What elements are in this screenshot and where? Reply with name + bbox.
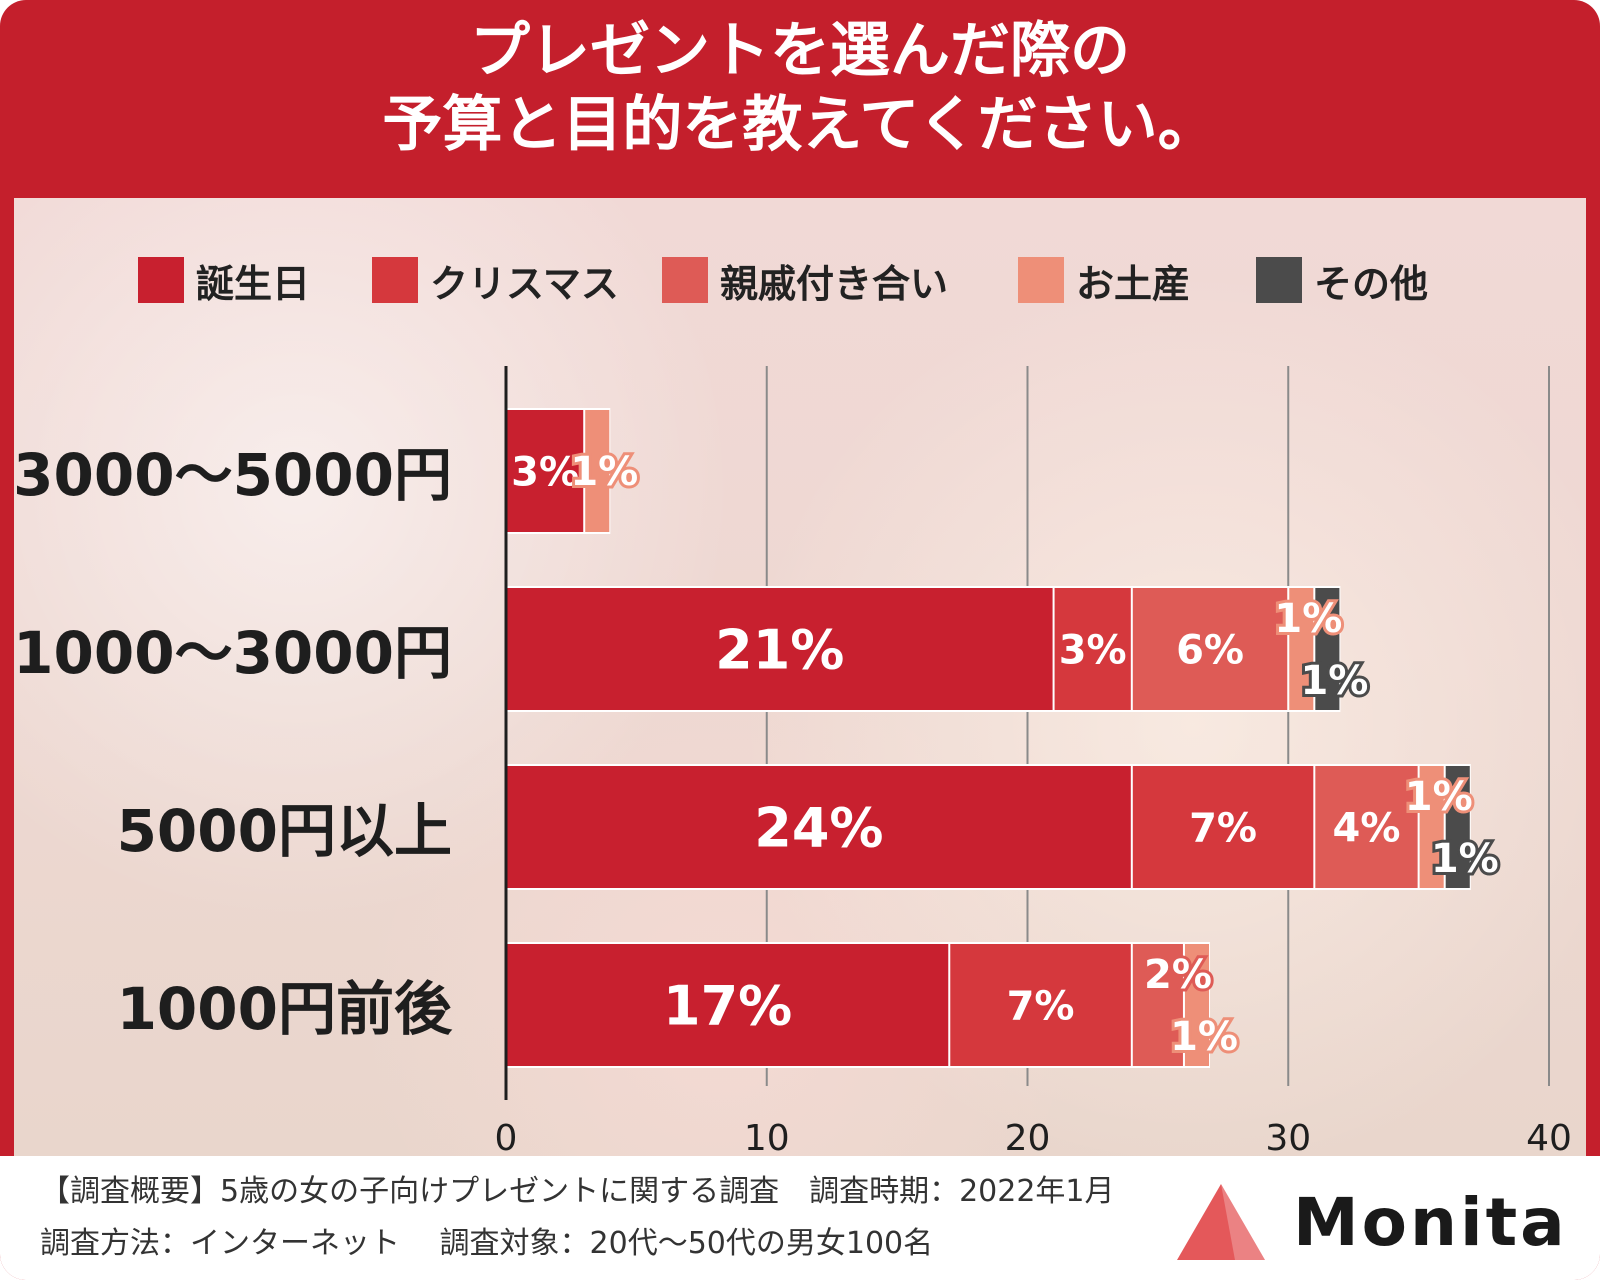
legend-swatch bbox=[372, 257, 418, 303]
logo-triangle-icon bbox=[1177, 1184, 1265, 1260]
category-label: 3000〜5000円 bbox=[13, 441, 452, 509]
bar-segment bbox=[1132, 944, 1183, 1066]
legend-label: クリスマス bbox=[430, 261, 619, 306]
bar-segment bbox=[950, 944, 1131, 1066]
chart-title: プレゼントを選んだ際の 予算と目的を教えてください。 bbox=[0, 14, 1600, 162]
category-label: 1000〜3000円 bbox=[13, 619, 452, 687]
data-label: 1% bbox=[1274, 596, 1342, 642]
legend-item: 誕生日 bbox=[138, 255, 311, 306]
data-label: 3% bbox=[1059, 627, 1127, 673]
data-label: 1% bbox=[1405, 774, 1473, 820]
data-label: 6% bbox=[1176, 627, 1244, 673]
category-label: 1000円前後 bbox=[117, 975, 453, 1043]
monita-logo: Monita bbox=[1175, 1170, 1568, 1274]
data-label: 7% bbox=[1007, 983, 1075, 1029]
x-tick-label: 10 bbox=[744, 1118, 790, 1159]
data-label: 3% bbox=[511, 449, 579, 495]
legend-item: その他 bbox=[1256, 255, 1429, 306]
x-tick-label: 20 bbox=[1005, 1118, 1051, 1159]
bar-segment bbox=[1132, 588, 1288, 710]
bar-segment bbox=[507, 766, 1131, 888]
title-line-1: プレゼントを選んだ際の bbox=[470, 16, 1130, 86]
bar-segment bbox=[1054, 588, 1131, 710]
survey-method-line: 調査方法：インターネット 調査対象：20代〜50代の男女100名 bbox=[40, 1226, 934, 1261]
legend-item: クリスマス bbox=[372, 255, 619, 306]
data-label: 1% bbox=[1170, 1014, 1238, 1060]
bar-segment bbox=[1184, 944, 1210, 1066]
legend-label: 親戚付き合い bbox=[720, 261, 949, 306]
bar-segment bbox=[1132, 766, 1314, 888]
bar-segment bbox=[585, 410, 610, 532]
x-tick-label: 40 bbox=[1526, 1118, 1572, 1159]
bar-segment bbox=[507, 410, 584, 532]
bar-segment bbox=[1315, 766, 1418, 888]
data-label: 1% bbox=[1431, 836, 1499, 882]
legend-item: お土産 bbox=[1018, 255, 1191, 306]
legend-label: その他 bbox=[1314, 261, 1429, 306]
data-label: 1% bbox=[570, 449, 638, 495]
title-line-2: 予算と目的を教えてください。 bbox=[382, 90, 1218, 160]
legend-swatch bbox=[138, 257, 184, 303]
legend-label: 誕生日 bbox=[196, 261, 311, 306]
survey-summary-line: 【調査概要】5歳の女の子向けプレゼントに関する調査 調査時期：2022年1月 bbox=[40, 1174, 1115, 1209]
data-label: 4% bbox=[1333, 805, 1401, 851]
data-label: 21% bbox=[715, 618, 844, 681]
category-label: 5000円以上 bbox=[117, 797, 452, 865]
x-tick-label: 0 bbox=[495, 1118, 518, 1159]
data-label: 1% bbox=[1300, 658, 1368, 704]
legend-item: 親戚付き合い bbox=[662, 255, 949, 306]
legend-swatch bbox=[1018, 257, 1064, 303]
bar-segment bbox=[507, 944, 949, 1066]
bar-segment bbox=[1445, 766, 1470, 888]
logo-text: Monita bbox=[1293, 1183, 1568, 1261]
bar-segment bbox=[1289, 588, 1314, 710]
legend-swatch bbox=[1256, 257, 1302, 303]
bar-segment bbox=[1315, 588, 1340, 710]
x-tick-label: 30 bbox=[1265, 1118, 1311, 1159]
data-label: 7% bbox=[1189, 805, 1257, 851]
data-label: 17% bbox=[663, 974, 792, 1037]
footer: 【調査概要】5歳の女の子向けプレゼントに関する調査 調査時期：2022年1月 調… bbox=[0, 1156, 1600, 1280]
legend-label: お土産 bbox=[1076, 261, 1191, 306]
bar-segment bbox=[507, 588, 1053, 710]
legend-swatch bbox=[662, 257, 708, 303]
bar-segment bbox=[1419, 766, 1444, 888]
data-label: 2% bbox=[1144, 952, 1212, 998]
data-label: 24% bbox=[754, 796, 883, 859]
